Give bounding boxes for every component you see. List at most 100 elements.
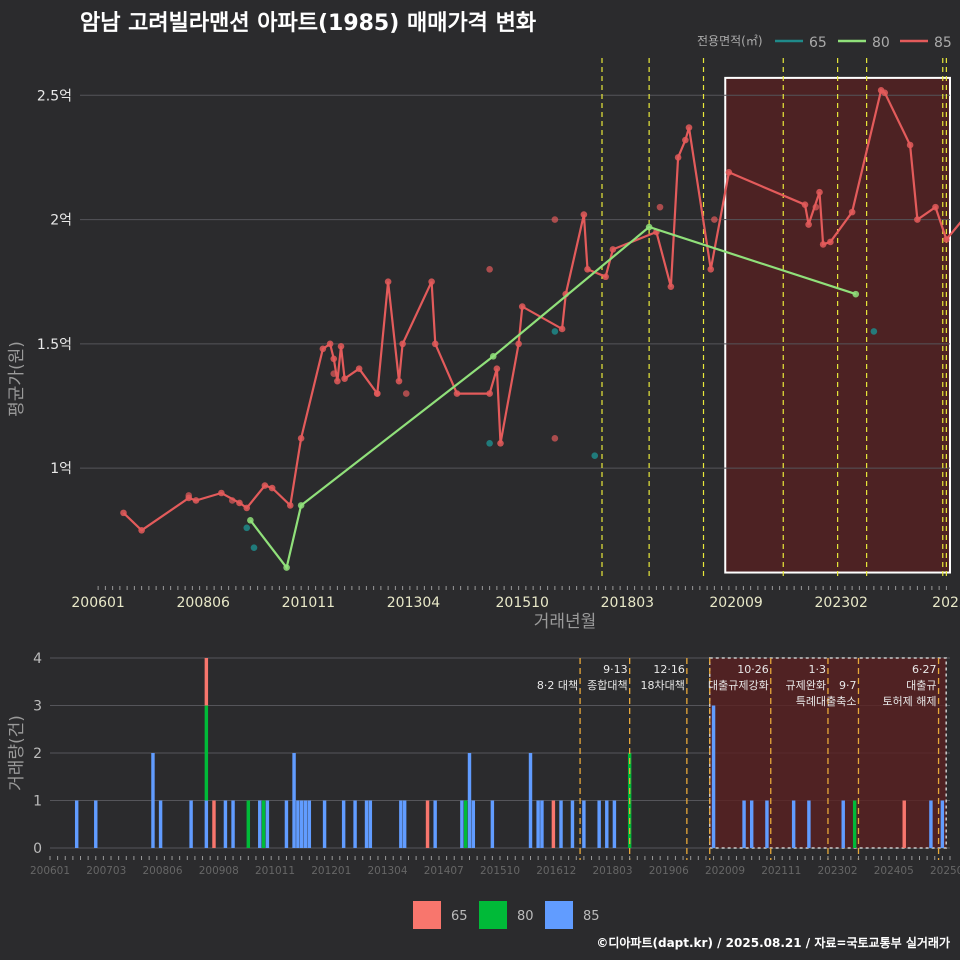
data-point-85 [486, 390, 493, 397]
x-tick-label: 202111 [761, 865, 801, 877]
bar-85 [460, 800, 464, 848]
policy-label: 10·26 [737, 663, 769, 676]
bar-85 [284, 800, 289, 848]
bar-85 [791, 800, 796, 848]
bar-80 [246, 800, 251, 848]
data-point-65 [591, 452, 599, 460]
bar-85 [559, 800, 563, 848]
y-axis-title: 거래량(건) [7, 715, 27, 791]
x-tick-label: 202302 [817, 865, 857, 877]
bar-85 [597, 800, 601, 848]
bar-85 [292, 753, 296, 848]
data-point-85 [827, 238, 834, 246]
data-point-85 [185, 492, 193, 499]
data-point-65 [243, 524, 251, 532]
legend-title: 전용면적(㎡) [697, 34, 763, 48]
bar-85 [467, 753, 472, 848]
data-point-85 [286, 502, 294, 509]
y-tick-label: 3 [33, 699, 42, 715]
data-point-85 [330, 355, 338, 363]
x-tick-label: 200601 [30, 865, 70, 877]
bar-85 [189, 800, 193, 848]
data-point-85 [682, 136, 689, 144]
bar-85 [353, 800, 357, 848]
x-tick-label: 202009 [709, 595, 762, 611]
series-line-85 [122, 88, 960, 532]
bar-85 [341, 800, 346, 848]
price-line-chart: 1억 1.5억 2억 2.5억 200601 200806 201011 201304 2015… [7, 34, 960, 632]
legend-swatch-65 [413, 901, 441, 929]
x-axis-title: 거래년월 [534, 612, 597, 632]
bar-85 [540, 800, 544, 848]
data-point-80 [645, 223, 653, 231]
bar-65 [204, 658, 209, 706]
data-point-85 [943, 236, 950, 243]
bar-85 [151, 753, 155, 848]
data-point-85 [515, 340, 522, 348]
data-point-85 [453, 390, 461, 397]
x-tick-label: 200908 [199, 865, 239, 877]
data-point-85 [268, 484, 276, 492]
data-point-85 [236, 499, 243, 507]
data-point-85 [384, 278, 392, 286]
data-point-85 [261, 482, 269, 489]
data-point-85 [518, 303, 526, 310]
x-tick-label: 201803 [601, 595, 654, 611]
bar-85 [402, 800, 407, 848]
x-tick-label: 201201 [311, 865, 351, 877]
data-point-85 [805, 221, 812, 228]
bar-85 [807, 800, 811, 848]
bar-85 [940, 800, 945, 848]
data-point-85 [551, 216, 559, 223]
data-point-85 [402, 390, 410, 397]
volume-bar-chart: 0 1 2 3 4 8·2 대책 9·13 종합대책 12·16 18차대책 10·26 대출규제강화… [7, 651, 960, 877]
x-tick-label: 201612 [536, 865, 576, 877]
data-point-85 [334, 377, 341, 385]
y-axis-title: 평균가(원) [7, 341, 27, 417]
data-point-85 [725, 169, 733, 176]
data-point-85 [667, 283, 675, 290]
bar-85 [258, 800, 262, 848]
data-point-80 [283, 564, 290, 571]
x-tick-label: 201011 [255, 865, 295, 877]
policy-label: 토허제 해제 [882, 694, 936, 708]
x-tick-label: 202009 [705, 865, 745, 877]
policy-label: 9·7 [839, 679, 857, 692]
bar-85 [74, 800, 79, 848]
policy-label: 9·13 [603, 663, 628, 676]
data-point-85 [355, 365, 363, 373]
x-tick-label: 201803 [592, 865, 632, 877]
bar-85 [296, 800, 300, 848]
x-tick-label: 2025 [932, 595, 960, 611]
data-point-85 [399, 340, 406, 348]
y-tick-label: 2억 [50, 213, 72, 229]
x-tick-label: 201304 [387, 595, 441, 611]
data-point-85 [932, 203, 939, 211]
bar-85 [158, 800, 163, 848]
bar-85 [364, 800, 369, 848]
data-point-85 [330, 370, 338, 377]
policy-label: 1·3 [808, 663, 826, 676]
data-point-85 [218, 489, 225, 497]
data-point-85 [584, 265, 591, 273]
x-tick-label: 201011 [282, 595, 335, 611]
data-point-65 [250, 544, 258, 551]
bar-80 [204, 705, 209, 801]
x-tick-label: 202302 [815, 595, 868, 611]
data-point-85 [816, 188, 823, 196]
data-point-65 [486, 439, 493, 447]
policy-label: 규제완화 [785, 679, 825, 692]
bar-65 [212, 800, 216, 848]
legend-label-65: 65 [809, 35, 827, 51]
data-point-85 [395, 377, 403, 385]
bar-80 [261, 800, 266, 848]
bar-65 [425, 800, 430, 848]
y-tick-label: 2 [33, 746, 42, 762]
bar-85 [94, 800, 98, 848]
x-tick-label: 200806 [177, 595, 231, 611]
series-line-80 [249, 225, 857, 571]
policy-label: 12·16 [653, 663, 685, 676]
policy-label: 8·2 대책 [537, 679, 578, 692]
bar-85 [231, 800, 235, 848]
